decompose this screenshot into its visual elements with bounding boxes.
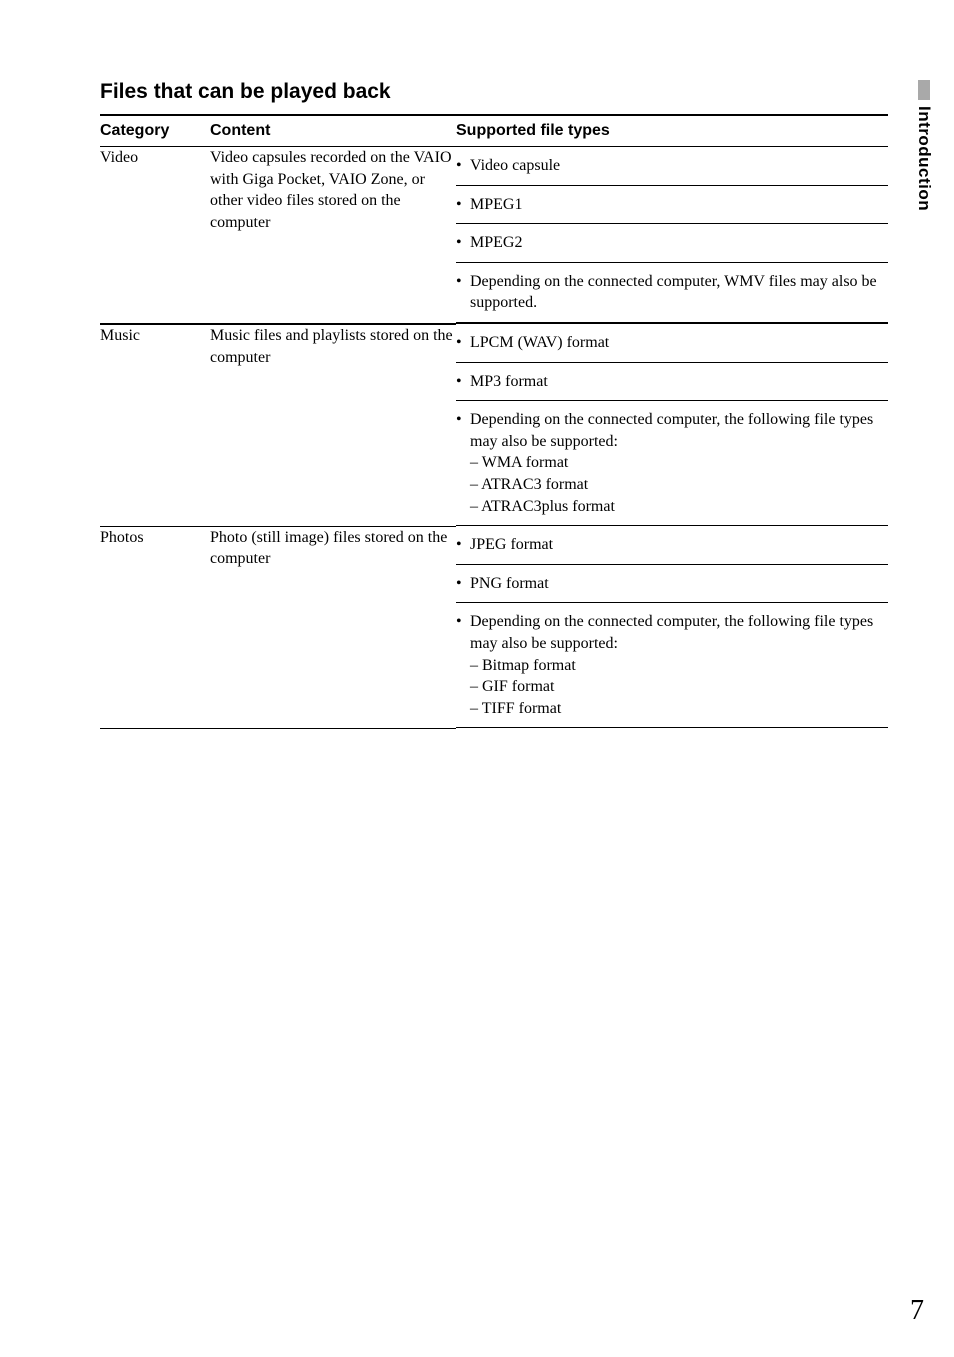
type-line: MPEG2 [470,232,888,254]
type-item: Depending on the connected computer, the… [456,409,888,517]
type-line: Depending on the connected computer, WMV… [470,271,888,314]
type-cell: Depending on the connected computer, the… [456,603,888,728]
type-line: Depending on the connected computer, the… [470,409,888,452]
bullet-icon [456,155,470,177]
bullet-icon [456,611,470,719]
type-item: LPCM (WAV) format [456,332,888,354]
type-line: – TIFF format [470,698,888,720]
page-number: 7 [910,1295,924,1327]
content-cell: Video capsules recorded on the VAIO with… [210,147,456,324]
type-line: MPEG1 [470,194,888,216]
side-tab: Introduction [914,80,934,211]
type-text: Depending on the connected computer, the… [470,409,888,517]
type-item: MP3 format [456,371,888,393]
bullet-icon [456,573,470,595]
type-text: LPCM (WAV) format [470,332,888,354]
category-cell: Photos [100,526,210,728]
type-line: PNG format [470,573,888,595]
type-item: Video capsule [456,155,888,177]
type-line: – ATRAC3plus format [470,496,888,518]
type-item: MPEG2 [456,232,888,254]
category-cell: Video [100,147,210,324]
type-cell: Depending on the connected computer, WMV… [456,263,888,324]
table-row: MusicMusic files and playlists stored on… [100,324,888,363]
file-types-table: Category Content Supported file types Vi… [100,114,888,729]
section-title: Files that can be played back [100,80,888,104]
type-cell: LPCM (WAV) format [456,324,888,363]
type-cell: MPEG2 [456,224,888,263]
type-cell: PNG format [456,565,888,604]
type-line: Video capsule [470,155,888,177]
bullet-icon [456,332,470,354]
type-line: – GIF format [470,676,888,698]
type-item: Depending on the connected computer, WMV… [456,271,888,314]
type-cell: MP3 format [456,363,888,402]
type-text: MPEG2 [470,232,888,254]
type-line: Depending on the connected computer, the… [470,611,888,654]
type-line: – Bitmap format [470,655,888,677]
type-text: MPEG1 [470,194,888,216]
type-item: JPEG format [456,534,888,556]
bullet-icon [456,271,470,314]
side-tab-marker [918,80,930,100]
type-text: JPEG format [470,534,888,556]
type-line: LPCM (WAV) format [470,332,888,354]
type-line: – WMA format [470,452,888,474]
header-category: Category [100,115,210,147]
header-types: Supported file types [456,115,888,147]
type-text: Video capsule [470,155,888,177]
category-cell: Music [100,324,210,526]
type-text: MP3 format [470,371,888,393]
type-line: JPEG format [470,534,888,556]
bullet-icon [456,194,470,216]
type-line: – ATRAC3 format [470,474,888,496]
table-row: VideoVideo capsules recorded on the VAIO… [100,147,888,186]
type-cell: MPEG1 [456,186,888,225]
content-cell: Music files and playlists stored on the … [210,324,456,526]
type-line: MP3 format [470,371,888,393]
bullet-icon [456,534,470,556]
header-content: Content [210,115,456,147]
type-item: Depending on the connected computer, the… [456,611,888,719]
type-text: Depending on the connected computer, the… [470,611,888,719]
content-cell: Photo (still image) files stored on the … [210,526,456,728]
type-cell: Depending on the connected computer, the… [456,401,888,526]
type-item: PNG format [456,573,888,595]
bullet-icon [456,409,470,517]
type-cell: Video capsule [456,147,888,186]
table-header-row: Category Content Supported file types [100,115,888,147]
type-text: PNG format [470,573,888,595]
table-row: PhotosPhoto (still image) files stored o… [100,526,888,565]
bullet-icon [456,371,470,393]
page-content: Files that can be played back Category C… [0,0,954,1357]
type-text: Depending on the connected computer, WMV… [470,271,888,314]
bullet-icon [456,232,470,254]
side-tab-label: Introduction [914,106,934,211]
type-cell: JPEG format [456,526,888,565]
type-item: MPEG1 [456,194,888,216]
